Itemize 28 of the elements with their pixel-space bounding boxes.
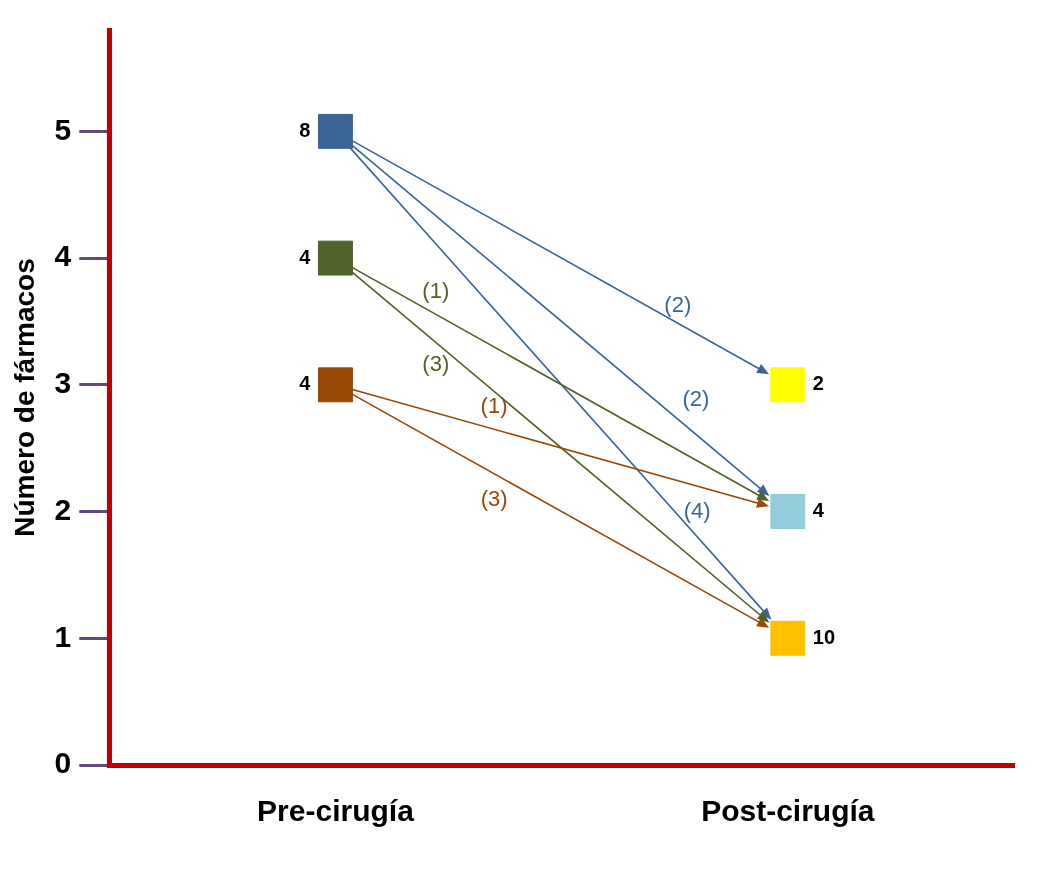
annotation: 8 [299,118,311,141]
annotation: (4) [683,497,711,523]
annotation: 4 [299,372,312,395]
point [317,113,353,149]
annotation: 4 [812,499,825,522]
point [317,240,353,276]
y-tick-label: 5 [54,112,72,146]
annotation: (2) [682,385,710,411]
y-tick-label: 1 [54,619,72,653]
annotation: (3) [422,350,450,376]
x-tick-label: Pre-cirugía [257,794,415,828]
y-tick-label: 4 [54,239,72,273]
annotation: 10 [812,625,836,648]
y-tick-label: 3 [54,366,72,400]
x-tick-label: Post-cirugía [701,794,875,828]
annotation: (1) [480,393,508,419]
y-tick-label: 2 [54,492,72,526]
y-tick-label: 0 [54,746,72,780]
annotation: (3) [480,485,508,511]
point [770,494,806,530]
point [770,367,806,403]
annotation: (2) [664,291,692,317]
annotation: 2 [812,372,824,395]
point [770,620,806,656]
annotation: 4 [299,245,312,268]
annotation: (1) [422,278,450,304]
y-axis-title: Número de fármacos [8,258,40,537]
point [317,367,353,403]
